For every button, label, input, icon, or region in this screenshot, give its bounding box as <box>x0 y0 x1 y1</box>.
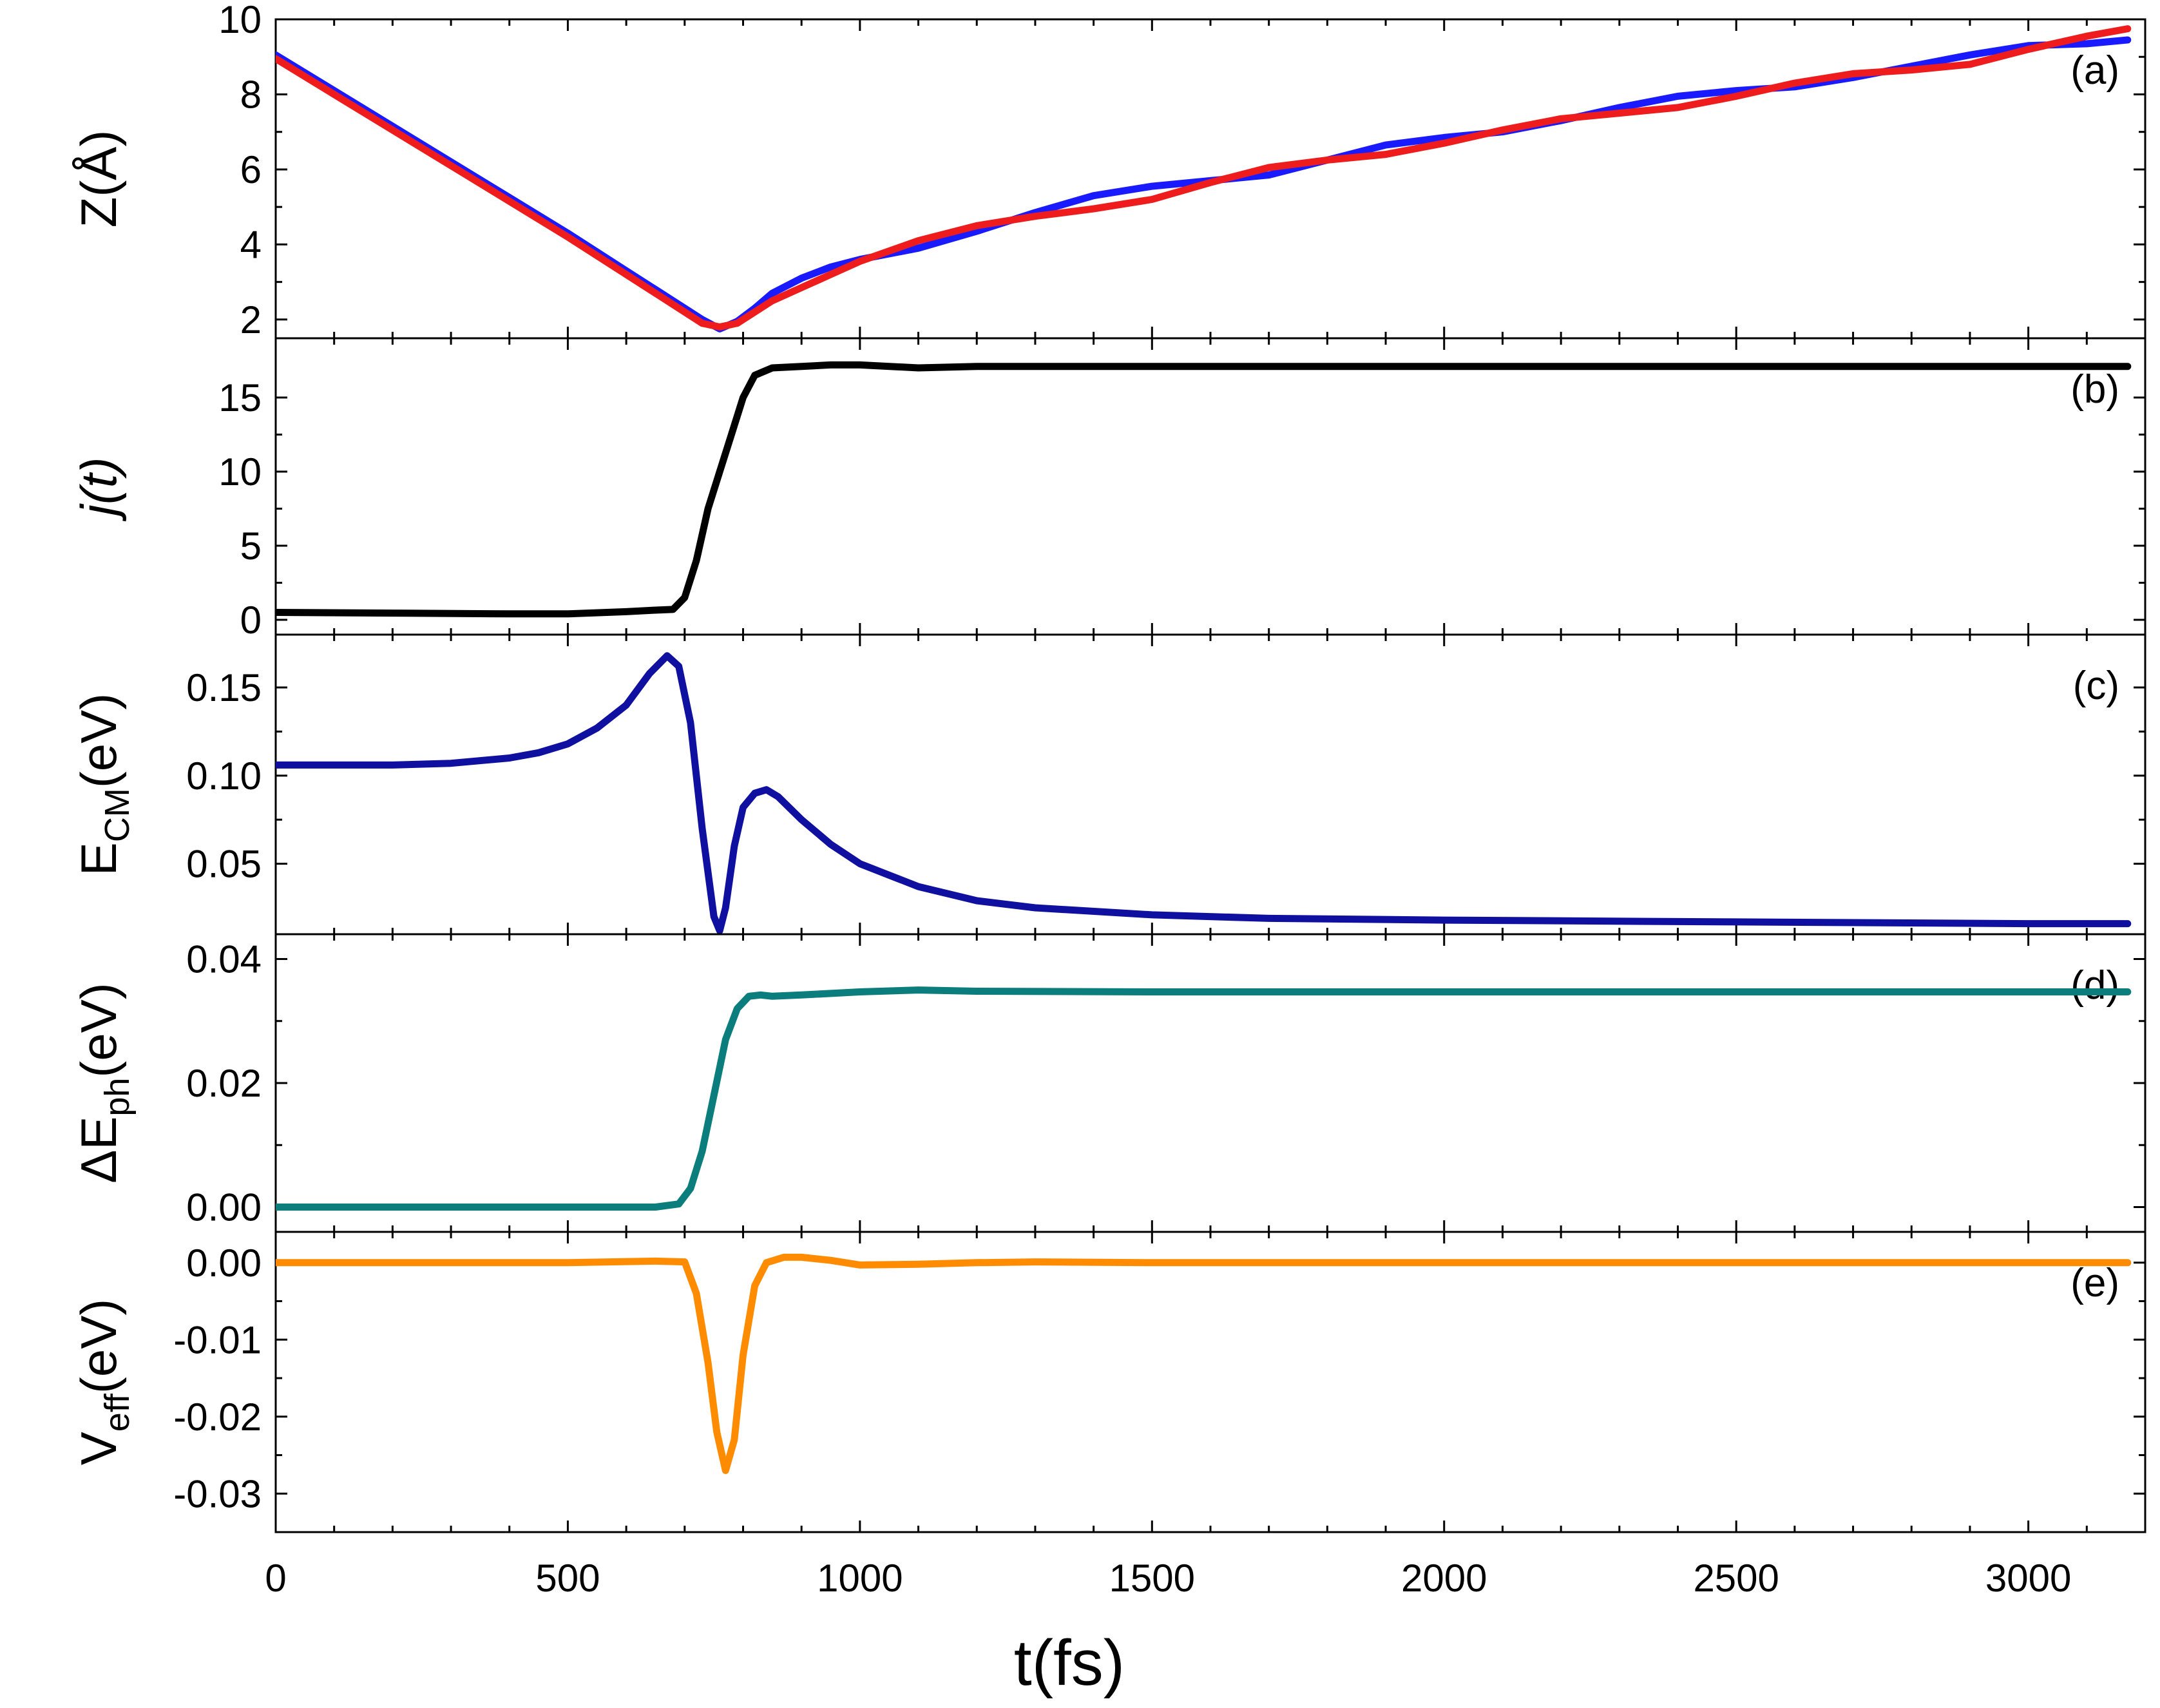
y-tick-label: 4 <box>240 223 262 266</box>
y-axis-title: j(t) <box>70 457 127 522</box>
panel-tag: (d) <box>2070 963 2119 1008</box>
x-axis: 0 500 1000 1500 2000 2500 3000 <box>265 1557 2071 1600</box>
y-axis-title: ΔEph(eV) <box>70 983 137 1184</box>
y-tick-label: 10 <box>218 450 262 494</box>
y-axis-title: ECM(eV) <box>70 693 137 876</box>
panel-tag: (b) <box>2070 367 2119 412</box>
panel-tag: (c) <box>2073 664 2119 708</box>
panel-tag: (a) <box>2070 48 2119 93</box>
x-axis-title: t(fs) <box>1014 1627 1125 1699</box>
panel-tag: (e) <box>2070 1261 2119 1305</box>
x-tick-label: 2000 <box>1401 1557 1487 1600</box>
x-tick-label: 1000 <box>817 1557 903 1600</box>
panel-c-frame <box>274 633 2146 936</box>
x-tick-label: 500 <box>535 1557 600 1600</box>
y-tick-label: 0 <box>240 599 262 642</box>
y-tick-label: 5 <box>240 524 262 568</box>
y-axis-title: Z(Å) <box>70 130 127 228</box>
y-tick-label: 0.10 <box>186 754 262 798</box>
series-line-d-ΔE_ph <box>276 986 2132 1211</box>
x-tick-label: 3000 <box>1985 1557 2071 1600</box>
x-tick-label: 1500 <box>1109 1557 1195 1600</box>
y-tick-label: 2 <box>240 298 262 341</box>
y-tick-label: 0.15 <box>186 666 262 709</box>
y-tick-label: 0.02 <box>186 1062 262 1105</box>
x-tick-label: 2500 <box>1693 1557 1779 1600</box>
chart-panels: 2 4 6 8 10 (a) Z(Å) 0 5 10 15 (b) j(t) 0.05 0.10 0.15 (c… <box>70 0 2146 1533</box>
panel-e: 0.00 -0.01 -0.02 -0.03 (e) Veff(eV) <box>70 1231 2146 1533</box>
panel-d: 0.00 0.02 0.04 (d) ΔEph(eV) <box>70 933 2146 1233</box>
y-tick-label: 15 <box>218 376 262 419</box>
panel-e-frame <box>274 1231 2146 1533</box>
series-line-e-V_eff <box>276 1253 2132 1474</box>
y-tick-label: -0.02 <box>173 1396 262 1439</box>
y-tick-label: 6 <box>240 148 262 191</box>
series-line-c-E_CM <box>276 652 2132 934</box>
series-line-a-red <box>276 25 2132 331</box>
panel-b-frame <box>274 337 2146 636</box>
y-tick-label: 0.00 <box>186 1242 262 1285</box>
y-tick-label: -0.03 <box>173 1472 262 1515</box>
x-tick-label: 0 <box>265 1557 286 1600</box>
y-tick-label: 8 <box>240 73 262 116</box>
y-axis-title: Veff(eV) <box>70 1299 137 1465</box>
y-tick-label: -0.01 <box>173 1318 262 1361</box>
panel-b: 0 5 10 15 (b) j(t) <box>70 337 2146 642</box>
y-tick-label: 0.04 <box>186 938 262 981</box>
y-tick-label: 10 <box>218 0 262 41</box>
panel-a: 2 4 6 8 10 (a) Z(Å) <box>70 0 2146 341</box>
panel-d-frame <box>274 933 2146 1233</box>
y-tick-label: 0.00 <box>186 1186 262 1229</box>
series-line-b-j(t) <box>276 361 2132 618</box>
y-tick-label: 0.05 <box>186 843 262 886</box>
panel-c: 0.05 0.10 0.15 (c) ECM(eV) <box>70 633 2146 936</box>
